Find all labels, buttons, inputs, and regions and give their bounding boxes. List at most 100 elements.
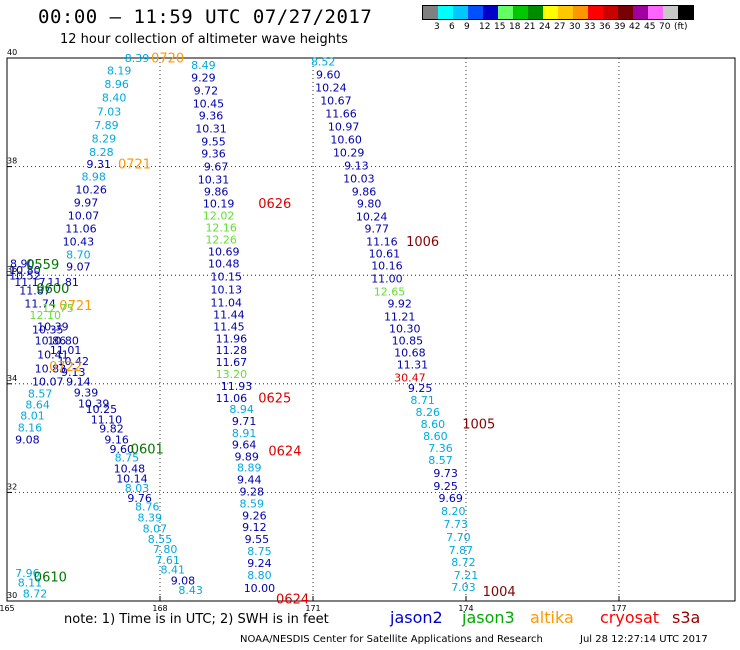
- wave-height-value: 8.29: [92, 132, 117, 145]
- pass-time-label: 1005: [462, 418, 495, 433]
- legend-label: 21: [524, 22, 536, 32]
- legend-label: 42: [629, 22, 641, 32]
- wave-height-value: 9.39: [74, 387, 99, 400]
- wave-height-value: 9.89: [234, 451, 259, 464]
- legend-swatch: [663, 6, 678, 19]
- wave-height-value: 7.61: [155, 554, 180, 567]
- legend-swatch: [453, 6, 468, 19]
- pass-time-label: 0600: [36, 282, 69, 297]
- satellite-legend-s3a: s3a: [672, 608, 701, 627]
- wave-height-value: 9.13: [61, 366, 86, 379]
- wave-height-value: 9.14: [66, 376, 91, 389]
- wave-height-value: 10.24: [315, 81, 347, 94]
- wave-height-value: 9.36: [199, 110, 224, 123]
- pass-time-label: 0601: [131, 443, 164, 458]
- wave-height-value: 10.07: [32, 376, 64, 389]
- wave-height-value: 7.96: [15, 567, 40, 580]
- wave-height-value: 8.98: [81, 170, 106, 183]
- wave-height-value: 7.70: [446, 531, 471, 544]
- wave-height-value: 9.69: [438, 492, 463, 505]
- wave-height-value: 9.55: [201, 136, 226, 149]
- wave-height-value: 10.45: [193, 98, 225, 111]
- wave-height-value: 9.08: [15, 433, 40, 446]
- wave-height-value: 9.64: [232, 439, 257, 452]
- wave-height-value: 8.41: [161, 564, 186, 577]
- wave-height-value: 11.81: [47, 276, 79, 289]
- wave-height-value: 8.60: [421, 418, 446, 431]
- wave-height-value: 9.24: [247, 557, 272, 570]
- legend-label: 6: [449, 22, 455, 32]
- wave-height-value: 10.85: [392, 334, 424, 347]
- x-tick-label: 168: [152, 604, 167, 613]
- legend-label: 15: [494, 22, 506, 32]
- wave-height-value: 8.52: [311, 55, 336, 68]
- wave-height-value: 12.75: [42, 302, 74, 315]
- wave-height-value: 10.80: [47, 334, 79, 347]
- wave-height-value: 10.03: [343, 173, 375, 186]
- wave-height-value: 10.83: [35, 363, 67, 376]
- legend-swatches: [422, 5, 694, 20]
- wave-height-value: 7.03: [97, 105, 122, 118]
- wave-height-value: 10.61: [369, 248, 401, 261]
- legend-label: 36: [599, 22, 611, 32]
- color-scale-legend: 3 6 9 12 15 18 21 24 27 30 33 36 39 42 45 70 (ft): [422, 5, 694, 32]
- pass-time-label: 0722: [49, 360, 82, 375]
- legend-label: 33: [584, 22, 596, 32]
- wave-height-value: 9.08: [171, 574, 196, 587]
- x-tick-label: 165: [0, 604, 15, 613]
- wave-height-value: 10.97: [328, 121, 360, 134]
- wave-height-value: 10.07: [68, 210, 100, 223]
- wave-height-value: 10.13: [211, 283, 243, 296]
- legend-swatch: [678, 6, 693, 19]
- legend-label: 12: [479, 22, 491, 32]
- wave-height-value: 8.20: [441, 505, 466, 518]
- wave-height-value: 10.29: [333, 147, 365, 160]
- wave-height-value: 11.01: [50, 344, 82, 357]
- legend-label: 39: [614, 22, 626, 32]
- y-tick-label: 38: [7, 157, 17, 166]
- wave-height-value: 9.28: [240, 485, 265, 498]
- legend-label: 9: [464, 22, 470, 32]
- wave-height-value: 8.76: [135, 501, 160, 514]
- plot-frame: [6, 57, 736, 602]
- wave-height-value: 10.30: [389, 323, 421, 336]
- wave-height-value: 11.74: [24, 298, 56, 311]
- wave-height-value: 9.86: [204, 186, 229, 199]
- pass-time-label: 0721: [59, 299, 92, 314]
- wave-height-value: 10.67: [320, 94, 352, 107]
- wave-height-value: 7.89: [94, 119, 119, 132]
- wave-height-value: 11.21: [384, 311, 416, 324]
- wave-height-value: 8.55: [148, 533, 173, 546]
- legend-swatch: [588, 6, 603, 19]
- wave-height-value: 7.80: [153, 543, 178, 556]
- wave-height-value: 8.75: [247, 545, 272, 558]
- wave-height-value: 9.26: [242, 509, 267, 522]
- legend-swatch: [543, 6, 558, 19]
- wave-height-value: 9.86: [352, 186, 377, 199]
- wave-height-value: 8.40: [102, 92, 127, 105]
- pass-time-label: 0624: [276, 592, 309, 607]
- wave-height-value: 11.06: [216, 392, 248, 405]
- wave-height-value: 12.02: [203, 210, 235, 223]
- pass-time-label: 0626: [258, 197, 291, 212]
- wave-height-value: 8.80: [247, 569, 272, 582]
- legend-swatch: [528, 6, 543, 19]
- wave-height-value: 9.31: [87, 158, 112, 171]
- wave-height-value: 10.16: [371, 260, 403, 273]
- wave-height-value: 10.69: [208, 245, 240, 258]
- legend-label: 18: [509, 22, 521, 32]
- wave-height-value: 10.68: [394, 346, 426, 359]
- wave-height-value: 10.31: [198, 174, 230, 187]
- wave-height-value: 9.71: [232, 415, 257, 428]
- wave-height-value: 8.49: [191, 59, 216, 72]
- wave-height-value: 9.92: [387, 298, 412, 311]
- wave-height-value: 8.11: [18, 577, 43, 590]
- wave-height-value: 8.90: [10, 257, 35, 270]
- wave-height-value: 9.44: [237, 473, 262, 486]
- legend-swatch: [423, 6, 438, 19]
- generated-timestamp: Jul 28 12:27:14 UTC 2017: [580, 634, 708, 645]
- wave-height-value: 11.67: [216, 356, 248, 369]
- wave-height-value: 9.72: [194, 85, 219, 98]
- wave-height-value: 9.60: [110, 443, 135, 456]
- x-tick-label: 177: [611, 604, 626, 613]
